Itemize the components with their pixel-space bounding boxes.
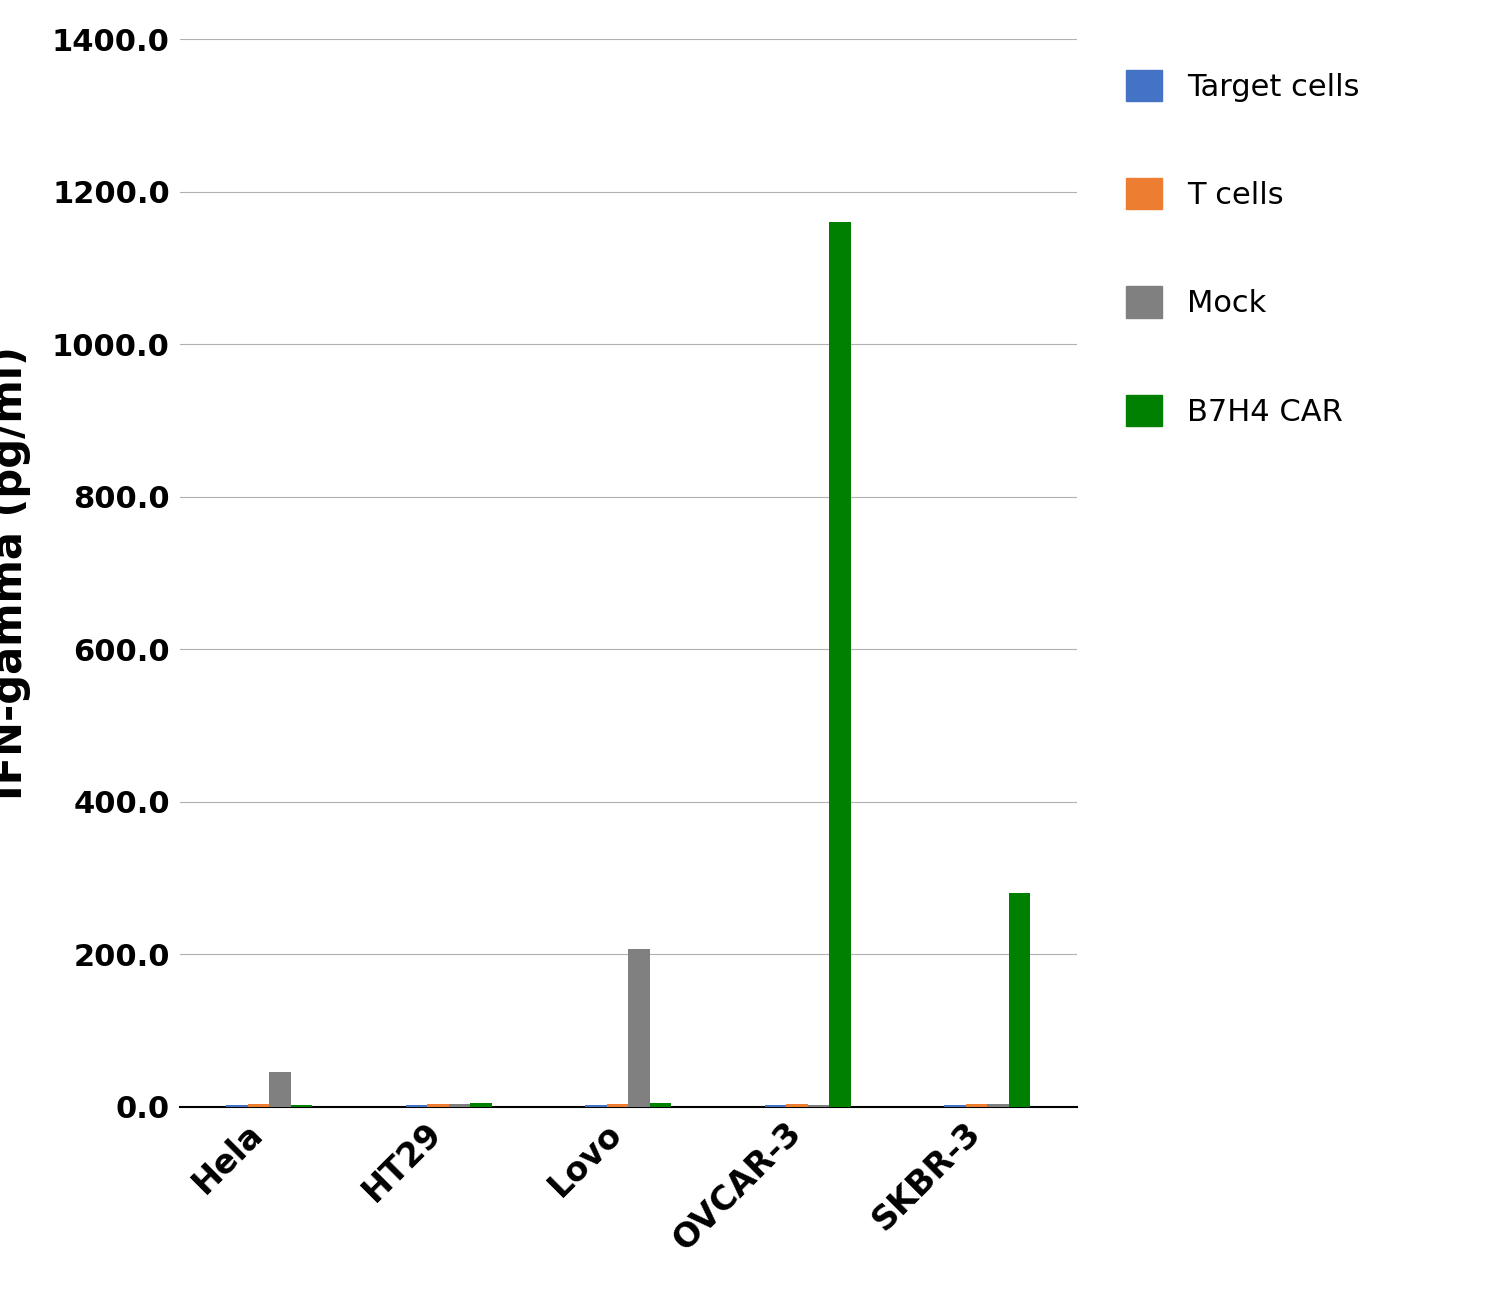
Bar — [987, 1104, 1008, 1107]
Bar — [470, 1103, 492, 1107]
Bar — [787, 1104, 808, 1107]
Bar — [1008, 893, 1031, 1107]
Bar — [829, 223, 851, 1107]
Bar — [269, 1073, 290, 1107]
Bar — [808, 1105, 829, 1107]
Y-axis label: IFN-gamma (pg/ml): IFN-gamma (pg/ml) — [0, 346, 31, 799]
Bar — [226, 1105, 248, 1107]
Bar — [585, 1105, 607, 1107]
Bar — [248, 1104, 269, 1107]
Bar — [449, 1104, 470, 1107]
Bar — [428, 1104, 449, 1107]
Bar — [628, 949, 649, 1107]
Legend: Target cells, T cells, Mock, B7H4 CAR: Target cells, T cells, Mock, B7H4 CAR — [1110, 55, 1375, 441]
Bar — [764, 1105, 787, 1107]
Bar — [290, 1105, 313, 1107]
Bar — [944, 1105, 966, 1107]
Bar — [405, 1105, 428, 1107]
Bar — [607, 1104, 628, 1107]
Bar — [966, 1104, 987, 1107]
Bar — [649, 1103, 672, 1107]
